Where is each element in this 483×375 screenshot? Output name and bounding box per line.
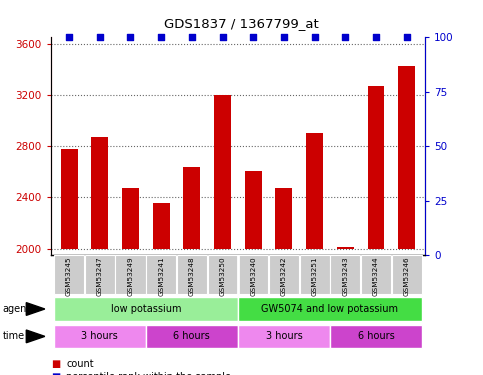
Bar bbox=[330, 325, 422, 348]
Text: GSM53250: GSM53250 bbox=[220, 256, 226, 296]
Bar bbox=[238, 325, 330, 348]
Bar bbox=[269, 255, 299, 294]
Text: 3 hours: 3 hours bbox=[266, 332, 302, 341]
Bar bbox=[177, 255, 207, 294]
Text: GSM53240: GSM53240 bbox=[250, 256, 256, 296]
Text: GSM53245: GSM53245 bbox=[66, 256, 72, 296]
Text: GSM53241: GSM53241 bbox=[158, 256, 164, 296]
Text: ■: ■ bbox=[51, 359, 60, 369]
Bar bbox=[337, 248, 354, 249]
Text: GSM53243: GSM53243 bbox=[342, 256, 348, 296]
Text: GSM53248: GSM53248 bbox=[189, 256, 195, 296]
Point bbox=[65, 34, 73, 40]
Text: GDS1837 / 1367799_at: GDS1837 / 1367799_at bbox=[164, 17, 319, 30]
Bar bbox=[275, 189, 292, 249]
Bar bbox=[54, 255, 84, 294]
Point bbox=[157, 34, 165, 40]
Bar bbox=[85, 255, 115, 294]
Text: GSM53249: GSM53249 bbox=[128, 256, 133, 296]
Bar bbox=[208, 255, 238, 294]
Bar bbox=[146, 255, 176, 294]
Point bbox=[219, 34, 227, 40]
Text: time: time bbox=[2, 332, 25, 341]
Text: 6 hours: 6 hours bbox=[357, 332, 394, 341]
Point bbox=[403, 34, 411, 40]
Point bbox=[127, 34, 134, 40]
Bar bbox=[398, 66, 415, 249]
Bar bbox=[214, 95, 231, 249]
Text: 6 hours: 6 hours bbox=[173, 332, 210, 341]
Text: ■: ■ bbox=[51, 372, 60, 375]
Bar bbox=[368, 86, 384, 249]
Bar bbox=[146, 325, 238, 348]
Bar bbox=[153, 202, 170, 249]
Text: percentile rank within the sample: percentile rank within the sample bbox=[66, 372, 231, 375]
Point bbox=[96, 34, 104, 40]
Bar bbox=[245, 171, 262, 249]
Bar bbox=[330, 255, 360, 294]
Polygon shape bbox=[26, 330, 45, 343]
Point bbox=[188, 34, 196, 40]
Bar bbox=[122, 189, 139, 249]
Bar bbox=[184, 167, 200, 249]
Text: GSM53244: GSM53244 bbox=[373, 256, 379, 296]
Point bbox=[249, 34, 257, 40]
Bar bbox=[115, 255, 145, 294]
Point bbox=[372, 34, 380, 40]
Bar bbox=[61, 149, 78, 249]
Bar bbox=[392, 255, 422, 294]
Point bbox=[311, 34, 318, 40]
Bar bbox=[54, 325, 146, 348]
Text: count: count bbox=[66, 359, 94, 369]
Text: GW5074 and low potassium: GW5074 and low potassium bbox=[261, 304, 398, 314]
Text: GSM53242: GSM53242 bbox=[281, 256, 287, 296]
Text: agent: agent bbox=[2, 304, 30, 314]
Bar bbox=[238, 255, 268, 294]
Text: 3 hours: 3 hours bbox=[82, 332, 118, 341]
Bar bbox=[361, 255, 391, 294]
Text: low potassium: low potassium bbox=[111, 304, 181, 314]
Bar bbox=[306, 134, 323, 249]
Point bbox=[341, 34, 349, 40]
Bar bbox=[54, 297, 238, 321]
Text: GSM53246: GSM53246 bbox=[404, 256, 410, 296]
Bar bbox=[238, 297, 422, 321]
Text: GSM53251: GSM53251 bbox=[312, 256, 318, 296]
Polygon shape bbox=[26, 303, 45, 315]
Point bbox=[280, 34, 288, 40]
Bar bbox=[91, 137, 108, 249]
Bar bbox=[299, 255, 329, 294]
Text: GSM53247: GSM53247 bbox=[97, 256, 103, 296]
